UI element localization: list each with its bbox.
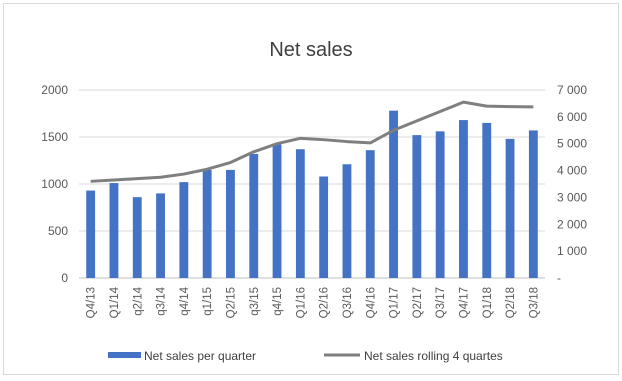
bar (528, 130, 538, 278)
legend-label-bar: Net sales per quarter (144, 349, 256, 363)
x-tick-label: Q2/15 (225, 287, 237, 318)
x-tick-label: Q3/16 (342, 287, 354, 318)
bar (412, 135, 422, 278)
bar (342, 164, 352, 278)
chart-frame: 0 500 1000 1500 2000 - 1 000 2 000 3 000 4 000 5 … (3, 3, 619, 375)
bar-series (86, 110, 538, 279)
bar (319, 176, 329, 278)
legend-label-line: Net sales rolling 4 quartes (364, 349, 503, 363)
right-tick-label: 1 000 (557, 244, 587, 258)
bar (226, 169, 235, 278)
x-tick-label: Q4/13 (86, 287, 98, 318)
bar (435, 131, 445, 278)
left-tick-label: 1000 (41, 177, 68, 191)
bar (132, 197, 142, 278)
x-tick-label: q4/15 (272, 287, 284, 316)
bar (505, 138, 515, 278)
bar (295, 149, 305, 278)
net-sales-chart: 0 500 1000 1500 2000 - 1 000 2 000 3 000 4 000 5 … (41, 39, 587, 363)
bar (109, 183, 119, 278)
bar (459, 120, 468, 278)
bar (249, 153, 259, 278)
legend-swatch-bar (108, 352, 141, 358)
x-tick-label: Q1/17 (389, 287, 401, 318)
bar (179, 182, 189, 278)
bar (272, 144, 282, 278)
x-tick-label: Q2/17 (412, 287, 424, 318)
x-tick-label: Q1/14 (109, 286, 121, 318)
left-tick-label: 1500 (41, 130, 68, 144)
x-tick-label: Q3/18 (528, 287, 540, 318)
left-tick-label: 500 (48, 224, 68, 238)
x-tick-label: q1/15 (202, 287, 214, 316)
x-tick-label: q3/15 (249, 287, 261, 316)
left-axis-ticks: 0 500 1000 1500 2000 (41, 83, 68, 285)
right-tick-label: 3 000 (557, 190, 587, 204)
right-tick-label: 2 000 (557, 217, 587, 231)
right-tick-label: 4 000 (557, 164, 587, 178)
bar (389, 110, 398, 279)
x-tick-label: Q2/18 (505, 287, 517, 318)
line-series (90, 100, 534, 183)
x-tick-label: Q1/16 (295, 287, 307, 318)
right-tick-label: 6 000 (557, 110, 587, 124)
bar (365, 150, 375, 278)
x-tick-label: q3/14 (156, 286, 168, 315)
bar (86, 190, 96, 278)
bar (482, 122, 492, 279)
chart-title: Net sales (269, 39, 352, 61)
x-axis-ticks: Q4/13 Q1/14 q2/14 q3/14 q4/14 q1/15 Q2/15 q3/15… (86, 286, 541, 318)
rolling-line (90, 100, 534, 183)
x-tick-label: Q4/17 (458, 287, 470, 318)
right-tick-label: - (557, 271, 561, 285)
x-tick-label: Q2/16 (319, 287, 331, 318)
right-tick-label: 5 000 (557, 137, 587, 151)
left-tick-label: 0 (61, 271, 68, 285)
right-axis-ticks: - 1 000 2 000 3 000 4 000 5 000 6 000 7 000 (557, 83, 587, 285)
gridlines (79, 89, 545, 279)
x-tick-label: Q4/16 (365, 287, 377, 318)
left-tick-label: 2000 (41, 83, 68, 97)
x-tick-label: q4/14 (179, 286, 191, 315)
x-tick-label: Q3/17 (435, 287, 447, 318)
bar (202, 169, 212, 278)
legend: Net sales per quarter Net sales rolling … (108, 349, 503, 363)
x-tick-label: Q1/18 (482, 287, 494, 318)
right-tick-label: 7 000 (557, 83, 587, 97)
bar (156, 193, 165, 278)
x-tick-label: q2/14 (132, 286, 144, 315)
